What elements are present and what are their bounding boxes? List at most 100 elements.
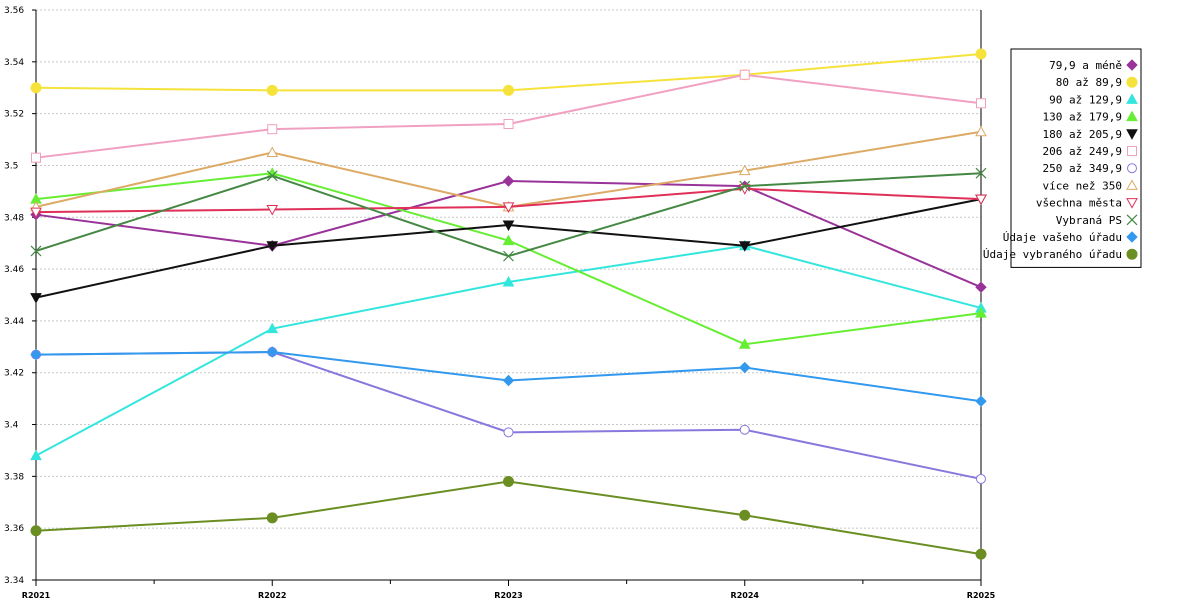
- legend-item: 206 až 249,9: [1043, 145, 1137, 158]
- marker-circle-open: [1127, 163, 1137, 174]
- legend-label: všechna města: [1036, 197, 1122, 210]
- legend: 79,9 a méně 80 až 89,9 90 až 129,9 130 až 1…: [983, 48, 1142, 268]
- marker-triangle-up: [738, 338, 751, 349]
- marker-triangle-up: [30, 449, 42, 461]
- series-9: [30, 167, 987, 262]
- marker-diamond: [30, 348, 42, 361]
- marker-square-open: [739, 69, 750, 80]
- marker-x: [975, 167, 987, 179]
- x-tick-label: R2025: [967, 591, 996, 600]
- marker-triangle-down-open: [266, 205, 279, 216]
- marker-triangle-down-open: [975, 194, 987, 206]
- legend-item: více než 350: [1043, 179, 1138, 192]
- legend-label: Údaje vybraného úřadu: [983, 248, 1122, 261]
- marker-triangle-up: [502, 276, 515, 287]
- series-group: [30, 48, 987, 560]
- marker-circle: [975, 48, 987, 60]
- marker-circle: [266, 512, 278, 524]
- marker-circle: [30, 525, 42, 537]
- marker-triangle-up-open: [738, 164, 751, 176]
- y-tick-label: 3.5: [4, 161, 18, 171]
- marker-diamond: [975, 395, 987, 407]
- legend-item: 90 až 129,9: [1049, 93, 1138, 106]
- marker-diamond: [266, 346, 278, 358]
- marker-x-stroke: [266, 170, 278, 182]
- marker-circle: [503, 476, 514, 488]
- grid: [36, 9, 981, 581]
- marker-diamond: [502, 175, 515, 187]
- legend-item: 250 až 349,9: [1043, 162, 1137, 175]
- x-tick-label: R2021: [22, 591, 51, 600]
- y-tick-label: 3.34: [4, 576, 24, 586]
- marker-triangle-down: [502, 220, 515, 232]
- marker-triangle-down-open: [1126, 198, 1138, 209]
- legend-label: 79,9 a méně: [1049, 59, 1122, 72]
- series-line: [35, 130, 982, 208]
- marker-triangle-up-open: [266, 146, 279, 157]
- marker-diamond: [1126, 231, 1138, 243]
- marker-triangle-up: [975, 307, 987, 318]
- marker-circle: [1126, 248, 1138, 260]
- legend-item: Údaje vybraného úřadu: [983, 248, 1138, 261]
- legend-item: 180 až 205,9: [1043, 128, 1138, 141]
- series-7: [30, 125, 987, 212]
- marker-triangle-down: [30, 293, 42, 304]
- y-tick-label: 3.4: [4, 421, 19, 431]
- marker-x: [503, 250, 514, 262]
- series-line: [35, 480, 982, 556]
- marker-circle: [975, 548, 987, 560]
- marker-square-open: [1127, 146, 1137, 156]
- legend-item: 130 až 179,9: [1043, 110, 1138, 124]
- legend-label: Vybraná PS: [1056, 214, 1122, 227]
- marker-x-stroke: [1126, 214, 1138, 226]
- marker-x: [1126, 214, 1138, 226]
- marker-circle: [30, 82, 42, 94]
- marker-triangle-down: [738, 241, 751, 252]
- y-tick-label: 3.42: [4, 369, 24, 379]
- marker-x-stroke: [975, 167, 987, 179]
- legend-label: více než 350: [1043, 179, 1122, 192]
- legend-label: Údaje vašeho úřadu: [1003, 231, 1122, 244]
- series-4: [30, 194, 987, 304]
- y-tick-label: 3.44: [4, 317, 24, 327]
- legend-label: 90 až 129,9: [1049, 93, 1122, 106]
- x-tick-label: R2022: [258, 591, 286, 600]
- series-6: [31, 347, 986, 484]
- marker-triangle-up-open: [1126, 179, 1138, 190]
- series-11: [30, 476, 987, 560]
- axes: 3.34 3.36 3.38 3.4 3.42 3.44 3.46 3.48 3.5 3.52 3.…: [4, 6, 996, 600]
- marker-circle-open: [976, 473, 986, 484]
- marker-triangle-up: [1126, 110, 1138, 122]
- legend-label: 130 až 179,9: [1043, 111, 1122, 124]
- legend-label: 206 až 249,9: [1043, 145, 1122, 158]
- marker-square-open: [267, 124, 278, 135]
- marker-x: [266, 170, 278, 182]
- marker-circle-open: [503, 427, 514, 438]
- y-tick-label: 3.46: [4, 265, 24, 275]
- legend-label: 250 až 349,9: [1043, 162, 1122, 175]
- marker-square-open: [503, 119, 514, 129]
- marker-circle: [266, 84, 278, 96]
- legend-item: všechna města: [1036, 197, 1138, 210]
- series-5: [31, 69, 986, 163]
- marker-x-stroke: [30, 245, 42, 257]
- y-tick-label: 3.48: [4, 213, 24, 223]
- marker-x-stroke: [739, 180, 751, 192]
- marker-circle: [739, 509, 751, 521]
- series-2: [30, 239, 987, 461]
- legend-item: 80 až 89,9: [1056, 76, 1138, 89]
- marker-circle-open: [739, 424, 750, 435]
- legend-item: Údaje vašeho úřadu: [1003, 231, 1138, 244]
- marker-triangle-up: [502, 234, 515, 246]
- marker-x-stroke: [503, 250, 514, 262]
- marker-triangle-down-open: [502, 202, 515, 213]
- y-tick-label: 3.56: [4, 6, 24, 16]
- legend-item: 79,9 a méně: [1049, 59, 1138, 72]
- marker-triangle-down-open: [30, 207, 42, 219]
- y-tick-label: 3.36: [4, 524, 24, 534]
- y-tick-label: 3.52: [4, 110, 24, 120]
- marker-diamond: [1126, 59, 1138, 71]
- marker-x: [30, 245, 42, 257]
- marker-triangle-up: [1126, 93, 1138, 104]
- legend-label: 80 až 89,9: [1056, 76, 1122, 89]
